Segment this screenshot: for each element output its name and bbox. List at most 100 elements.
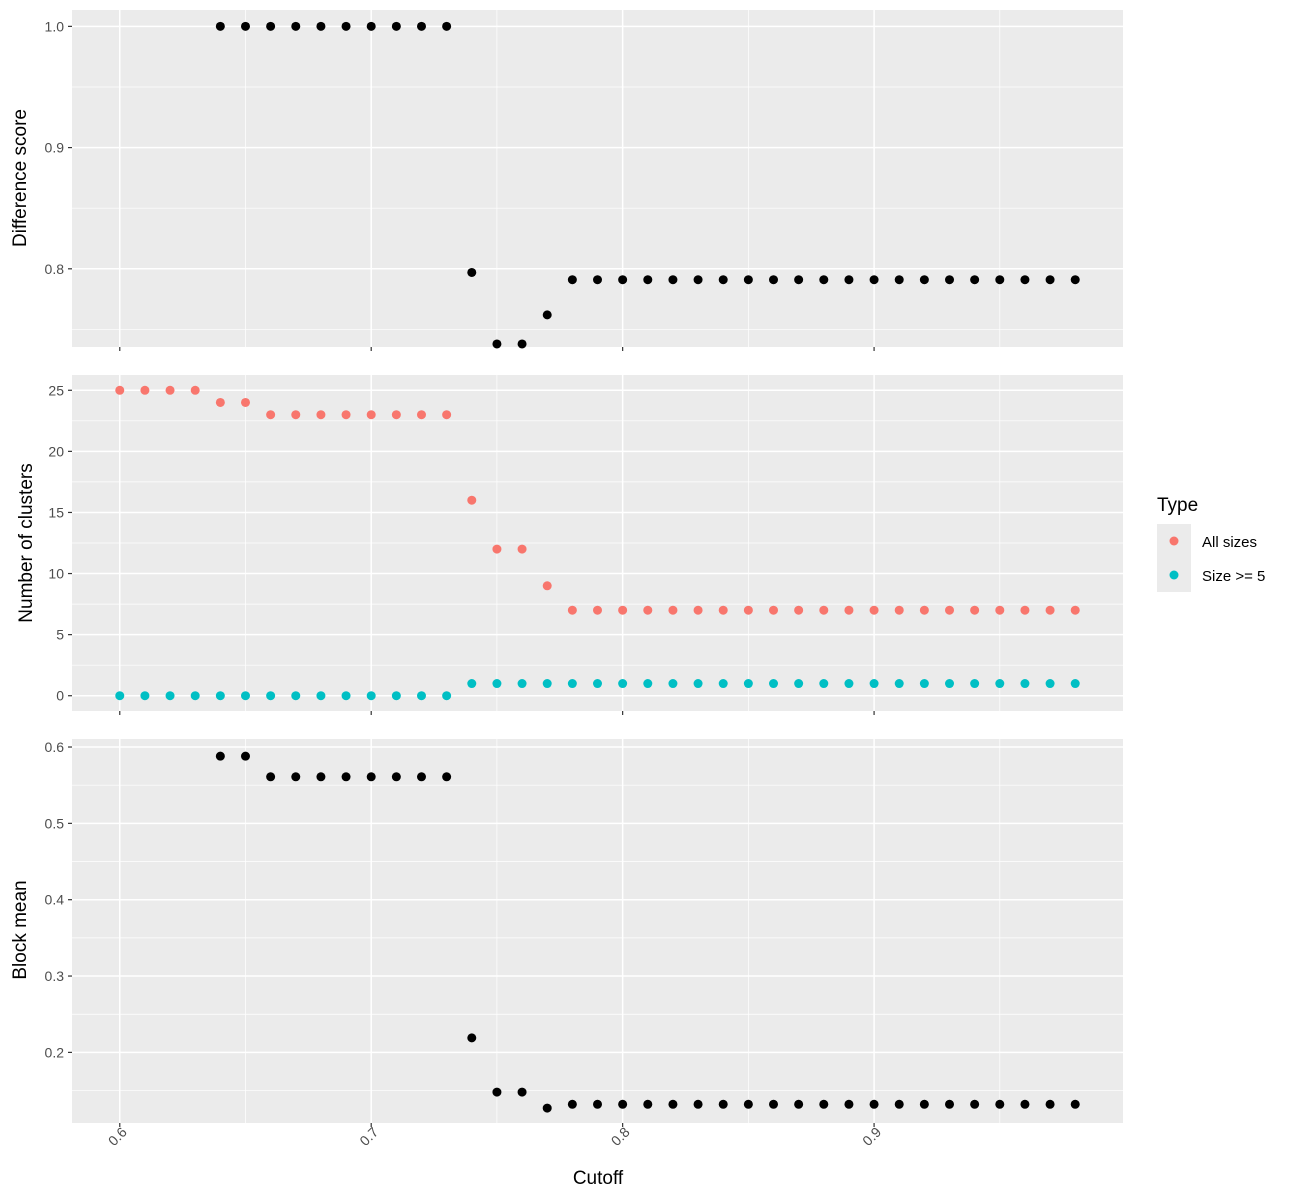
y-tick-label-0-6: 0.6 [45,739,65,755]
data-point-size-5-5 [240,691,250,701]
data-point-all-sizes-11 [391,410,401,420]
y-axis-title-number-of-clusters: Number of clusters [16,463,37,622]
data-point-all-sizes-7 [291,410,301,420]
panel-block-mean: 0.20.30.40.50.60.6 0.7 0.8 0.9 [45,739,1123,1149]
data-point-series-0-26 [869,275,879,285]
data-point-series-0-15 [593,1099,602,1109]
data-point-series-0-14 [567,1099,577,1109]
y-tick-label-10: 10 [48,566,64,582]
data-point-series-0-34 [1070,275,1080,285]
data-point-size-5-17 [542,679,552,689]
data-point-all-sizes-2 [165,385,175,395]
data-point-size-5-38 [1070,679,1080,689]
data-point-all-sizes-26 [769,605,779,615]
legend-label-all-sizes: All sizes [1202,534,1257,551]
data-point-all-sizes-14 [467,495,477,505]
data-point-all-sizes-27 [794,605,804,615]
data-point-size-5-25 [743,679,753,689]
data-point-series-0-2 [266,772,276,782]
data-point-size-5-16 [517,679,527,689]
data-point-series-0-4 [316,21,326,31]
data-point-series-0-0 [215,21,225,31]
data-point-series-0-33 [1045,275,1055,285]
data-point-size-5-20 [618,679,628,689]
data-point-all-sizes-13 [442,410,452,420]
y-tick-label-20: 20 [48,443,64,459]
data-point-series-0-0 [215,751,225,761]
data-point-series-0-8 [416,21,426,31]
data-point-series-0-3 [291,21,301,31]
data-point-series-0-20 [718,1099,728,1109]
legend-key-size-ge-5 [1169,570,1179,580]
y-tick-label-1-0: 1.0 [45,18,65,34]
data-point-all-sizes-25 [743,605,753,615]
data-point-size-5-21 [643,679,653,689]
data-point-series-0-4 [316,772,326,782]
data-point-size-5-24 [718,679,728,689]
data-point-all-sizes-3 [190,385,200,395]
data-point-all-sizes-28 [819,605,829,615]
data-point-all-sizes-5 [240,397,250,407]
data-point-size-5-0 [115,691,125,701]
data-point-series-0-27 [894,275,904,285]
data-point-size-5-37 [1045,679,1055,689]
data-point-size-5-3 [190,691,200,701]
data-point-series-0-32 [1020,1099,1030,1109]
y-tick-label-25: 25 [48,382,64,398]
data-point-size-5-9 [341,691,351,701]
data-point-series-0-6 [366,21,376,31]
data-point-series-0-3 [291,772,301,782]
data-point-all-sizes-33 [945,605,955,615]
data-point-series-0-16 [618,1099,628,1109]
data-point-series-0-19 [693,275,703,285]
data-point-size-5-28 [819,679,829,689]
y-tick-label-15: 15 [48,504,64,520]
y-axis-title-block-mean: Block mean [10,880,31,979]
data-point-all-sizes-21 [643,605,653,615]
data-point-series-0-30 [970,275,980,285]
data-point-size-5-22 [668,679,678,689]
legend-title: Type [1157,495,1198,516]
y-tick-label-0-5: 0.5 [45,815,65,831]
data-point-series-0-13 [542,1103,552,1113]
data-point-size-5-29 [844,679,854,689]
data-point-all-sizes-19 [593,605,602,615]
data-point-size-5-18 [567,679,577,689]
data-point-series-0-10 [467,1033,477,1043]
data-point-all-sizes-24 [718,605,728,615]
panel-difference-score: 0.8 0.9 1.0 [45,10,1123,351]
data-point-series-0-5 [341,21,351,31]
data-point-size-5-35 [995,679,1005,689]
y-tick-label-0-3: 0.3 [45,968,65,984]
panel-background [72,739,1123,1123]
data-point-all-sizes-12 [416,410,426,420]
data-point-series-0-32 [1020,275,1030,285]
y-tick-label-0: 0 [56,688,64,704]
data-point-all-sizes-31 [894,605,904,615]
data-point-series-0-28 [919,275,929,285]
data-point-series-0-20 [718,275,728,285]
data-point-series-0-17 [643,1099,653,1109]
data-point-series-0-7 [391,21,401,31]
data-point-series-0-23 [794,275,804,285]
data-point-all-sizes-0 [115,385,125,395]
data-point-all-sizes-37 [1045,605,1055,615]
data-point-size-5-4 [215,691,225,701]
data-point-series-0-11 [492,1087,502,1097]
data-point-size-5-7 [291,691,301,701]
data-point-size-5-32 [919,679,929,689]
data-point-all-sizes-29 [844,605,854,615]
data-point-all-sizes-35 [995,605,1005,615]
data-point-series-0-6 [366,772,376,782]
data-point-size-5-13 [442,691,452,701]
data-point-all-sizes-23 [693,605,703,615]
data-point-size-5-11 [391,691,401,701]
data-point-size-5-31 [894,679,904,689]
data-point-all-sizes-36 [1020,605,1030,615]
data-point-series-0-14 [567,275,577,285]
data-point-series-0-30 [970,1099,980,1109]
data-point-size-5-36 [1020,679,1030,689]
data-point-series-0-31 [995,1099,1005,1109]
data-point-all-sizes-10 [366,410,376,420]
